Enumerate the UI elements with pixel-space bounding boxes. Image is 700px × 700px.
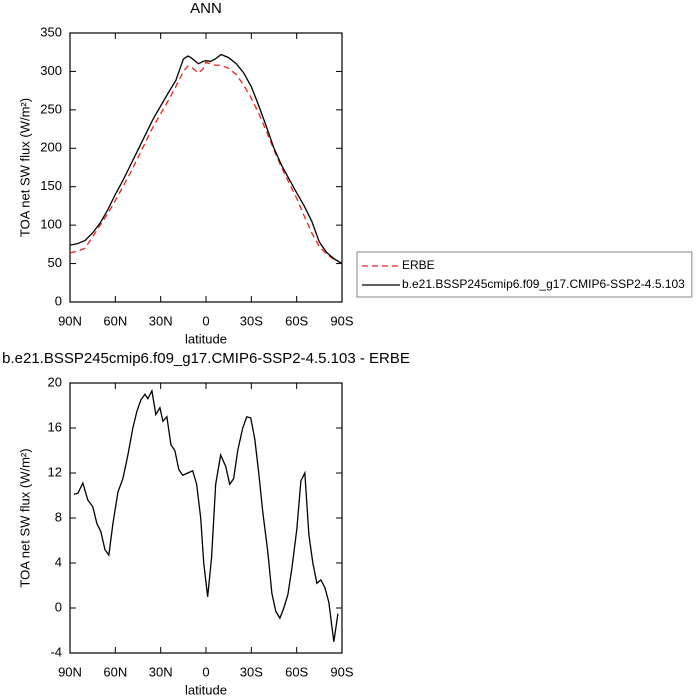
x-tick-label: 0 (202, 664, 209, 679)
plot-frame (69, 382, 343, 654)
x-tick-label: 60S (285, 664, 308, 679)
x-tick-label: 90S (330, 313, 353, 328)
y-axis-label: TOA net SW flux (W/m²) (17, 98, 32, 237)
x-axis-label: latitude (185, 331, 227, 346)
y-tick-label: 250 (40, 101, 62, 116)
x-tick-label: 60N (103, 664, 127, 679)
x-tick-label: 30N (149, 313, 173, 328)
y-tick-label: 350 (40, 24, 62, 39)
x-tick-label: 0 (202, 313, 209, 328)
data-line (69, 53, 343, 265)
plot-frame (69, 32, 343, 303)
y-tick-label: 4 (55, 554, 62, 569)
y-tick-label: 200 (40, 140, 62, 155)
x-tick-label: 90N (58, 664, 82, 679)
x-tick-label: 30N (149, 664, 173, 679)
y-tick-label: 12 (48, 464, 62, 479)
x-tick-label: 30S (240, 664, 263, 679)
legend-label: b.e21.BSSP245cmip6.f09_g17.CMIP6-SSP2-4.… (402, 277, 685, 291)
y-tick-label: 50 (48, 255, 62, 270)
y-tick-label: 8 (55, 509, 62, 524)
y-tick-label: 100 (40, 217, 62, 232)
y-tick-label: 16 (48, 419, 62, 434)
x-tick-label: 60S (285, 313, 308, 328)
x-tick-label: 60N (103, 313, 127, 328)
legend: ERBE b.e21.BSSP245cmip6.f09_g17.CMIP6-SSP… (356, 251, 693, 298)
y-tick-label: 300 (40, 63, 62, 78)
x-tick-label: 90N (58, 313, 82, 328)
data-line (73, 388, 339, 642)
y-tick-label: 0 (55, 293, 62, 308)
data-line (69, 61, 343, 265)
legend-label: ERBE (402, 258, 435, 272)
y-axis-label: TOA net SW flux (W/m²) (17, 448, 32, 587)
x-tick-label: 30S (240, 313, 263, 328)
y-tick-label: 150 (40, 178, 62, 193)
legend-box (356, 251, 693, 298)
chart-title: b.e21.BSSP245cmip6.f09_g17.CMIP6-SSP2-4.… (2, 350, 410, 367)
x-axis-label: latitude (185, 682, 227, 697)
chart-title: ANN (190, 0, 222, 17)
y-tick-label: 20 (48, 374, 62, 389)
y-tick-label: 0 (55, 599, 62, 614)
x-tick-label: 90S (330, 664, 353, 679)
y-tick-label: -4 (50, 644, 62, 659)
